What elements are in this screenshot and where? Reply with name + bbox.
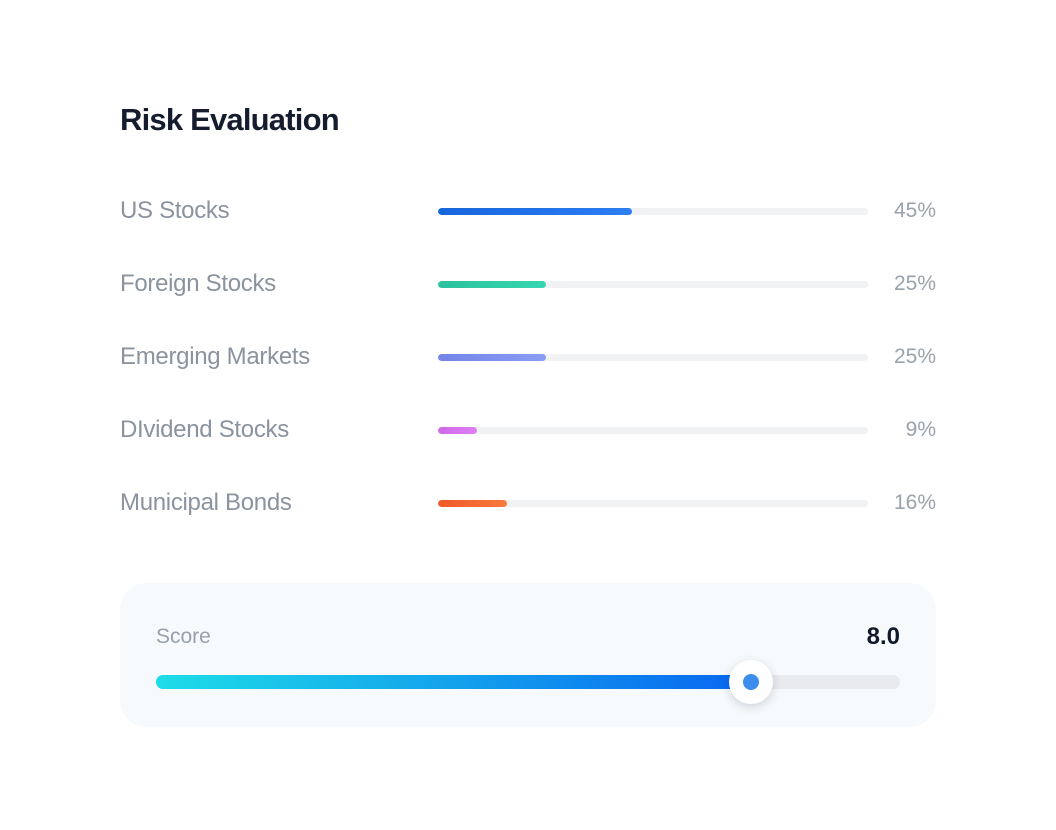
score-card: Score 8.0 <box>120 583 936 727</box>
allocation-label: Municipal Bonds <box>120 489 292 516</box>
allocation-percent: 25% <box>893 345 936 368</box>
allocation-bar-fill <box>438 280 546 288</box>
allocation-label: DIvidend Stocks <box>120 416 289 443</box>
allocation-bar-fill <box>438 353 546 361</box>
score-value: 8.0 <box>866 623 900 650</box>
allocation-row: Emerging Markets 25% <box>120 336 936 378</box>
allocation-row: Municipal Bonds 16% <box>120 482 936 524</box>
allocation-bar-track <box>438 426 868 434</box>
allocation-label: US Stocks <box>120 197 230 224</box>
score-label: Score <box>156 625 211 648</box>
allocation-label: Emerging Markets <box>120 343 310 370</box>
allocation-bar-track <box>438 353 868 361</box>
allocation-bar-fill <box>438 499 507 507</box>
allocation-row: DIvidend Stocks 9% <box>120 409 936 451</box>
score-slider-thumb[interactable] <box>729 660 774 704</box>
page-title: Risk Evaluation <box>120 102 340 137</box>
allocation-row: Foreign Stocks 25% <box>120 263 936 305</box>
score-slider[interactable] <box>156 660 900 704</box>
score-slider-thumb-dot <box>743 674 760 690</box>
allocation-row: US Stocks 45% <box>120 190 936 232</box>
allocation-percent: 16% <box>893 491 936 514</box>
allocation-percent: 25% <box>893 272 936 295</box>
allocation-bar-fill <box>438 207 632 215</box>
allocation-bar-track <box>438 207 868 215</box>
allocation-list: US Stocks 45% Foreign Stocks 25% Emergin… <box>120 190 936 524</box>
allocation-percent: 9% <box>905 418 936 441</box>
allocation-bar-fill <box>438 426 477 434</box>
score-slider-fill <box>156 675 752 689</box>
allocation-percent: 45% <box>893 199 936 222</box>
allocation-label: Foreign Stocks <box>120 270 276 297</box>
score-header: Score 8.0 <box>156 623 900 651</box>
content-area: Risk Evaluation US Stocks 45% Foreign St… <box>120 100 936 727</box>
allocation-bar-track <box>438 280 868 288</box>
allocation-bar-track <box>438 499 868 507</box>
